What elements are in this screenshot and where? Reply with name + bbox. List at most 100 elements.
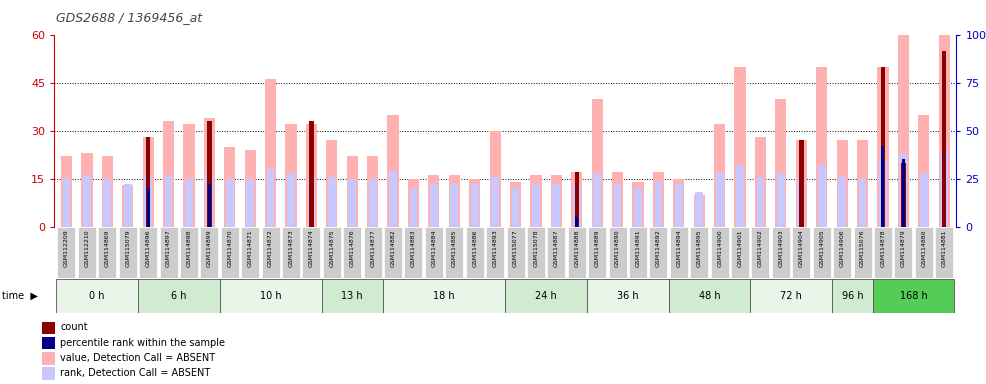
Bar bbox=[428, 175, 440, 227]
Bar bbox=[56, 279, 138, 313]
Bar bbox=[653, 172, 664, 227]
Bar bbox=[918, 114, 930, 227]
Text: GSM114888: GSM114888 bbox=[574, 229, 579, 266]
Bar bbox=[409, 188, 417, 227]
Bar bbox=[568, 227, 586, 278]
Bar bbox=[180, 227, 198, 278]
Text: 18 h: 18 h bbox=[433, 291, 455, 301]
Text: GSM114882: GSM114882 bbox=[390, 229, 395, 267]
Bar bbox=[310, 121, 314, 227]
Bar bbox=[267, 169, 274, 227]
Bar bbox=[881, 146, 884, 227]
Text: GDS2688 / 1369456_at: GDS2688 / 1369456_at bbox=[56, 12, 202, 25]
Bar bbox=[751, 227, 769, 278]
Bar bbox=[57, 227, 76, 278]
Bar bbox=[61, 156, 72, 227]
Text: 36 h: 36 h bbox=[617, 291, 639, 301]
Bar bbox=[857, 140, 868, 227]
Text: GSM114897: GSM114897 bbox=[166, 229, 171, 267]
Text: GSM114877: GSM114877 bbox=[370, 229, 375, 267]
Bar bbox=[655, 182, 663, 227]
Bar bbox=[183, 124, 194, 227]
Text: GSM112210: GSM112210 bbox=[85, 229, 90, 267]
Bar bbox=[714, 124, 726, 227]
Text: count: count bbox=[60, 322, 88, 332]
Text: GSM114871: GSM114871 bbox=[247, 229, 252, 267]
Text: GSM115076: GSM115076 bbox=[860, 229, 865, 266]
Bar bbox=[322, 227, 341, 278]
Bar bbox=[899, 154, 907, 227]
Bar bbox=[99, 227, 116, 278]
Bar bbox=[160, 227, 177, 278]
Bar bbox=[221, 227, 239, 278]
Text: GSM114906: GSM114906 bbox=[840, 229, 845, 267]
Bar bbox=[81, 153, 93, 227]
Text: 72 h: 72 h bbox=[780, 291, 802, 301]
Text: GSM114903: GSM114903 bbox=[778, 229, 784, 267]
Bar bbox=[205, 173, 213, 227]
Bar bbox=[104, 179, 111, 227]
Bar bbox=[102, 156, 113, 227]
Text: GSM114870: GSM114870 bbox=[227, 229, 233, 267]
Bar bbox=[408, 179, 419, 227]
Bar bbox=[816, 66, 827, 227]
Bar bbox=[571, 172, 583, 227]
Bar bbox=[42, 322, 55, 334]
Text: 0 h: 0 h bbox=[90, 291, 105, 301]
Bar bbox=[471, 184, 478, 227]
Text: GSM112209: GSM112209 bbox=[64, 229, 69, 267]
Bar bbox=[838, 177, 846, 227]
Text: GSM114887: GSM114887 bbox=[554, 229, 559, 267]
Bar bbox=[836, 140, 848, 227]
Bar bbox=[552, 184, 560, 227]
Bar bbox=[731, 227, 749, 278]
Bar bbox=[430, 184, 438, 227]
Bar bbox=[799, 140, 804, 227]
Text: GSM115079: GSM115079 bbox=[125, 229, 130, 267]
Bar bbox=[62, 179, 70, 227]
Bar bbox=[629, 227, 647, 278]
Bar bbox=[716, 173, 724, 227]
Text: 48 h: 48 h bbox=[699, 291, 720, 301]
Bar bbox=[575, 172, 579, 227]
Bar bbox=[507, 227, 525, 278]
Text: GSM114878: GSM114878 bbox=[880, 229, 885, 267]
Bar bbox=[920, 173, 928, 227]
Text: time  ▶: time ▶ bbox=[2, 291, 37, 301]
Bar bbox=[144, 175, 152, 227]
Bar bbox=[756, 177, 764, 227]
Bar bbox=[446, 227, 463, 278]
Bar bbox=[589, 227, 606, 278]
Bar bbox=[812, 227, 830, 278]
Bar bbox=[139, 227, 157, 278]
Text: GSM114896: GSM114896 bbox=[146, 229, 151, 267]
Bar bbox=[282, 227, 300, 278]
Bar bbox=[208, 184, 211, 227]
Bar bbox=[594, 173, 601, 227]
Bar bbox=[261, 227, 280, 278]
Bar bbox=[690, 227, 708, 278]
Bar bbox=[832, 279, 873, 313]
Bar bbox=[941, 150, 949, 227]
Text: GSM114875: GSM114875 bbox=[329, 229, 334, 267]
Bar bbox=[265, 79, 276, 227]
Bar bbox=[897, 35, 909, 227]
Text: GSM114905: GSM114905 bbox=[819, 229, 824, 267]
Bar bbox=[242, 227, 259, 278]
Bar bbox=[245, 150, 255, 227]
Bar bbox=[737, 165, 743, 227]
Bar bbox=[673, 179, 684, 227]
Text: GSM114876: GSM114876 bbox=[350, 229, 355, 267]
Text: 6 h: 6 h bbox=[171, 291, 186, 301]
Text: 10 h: 10 h bbox=[259, 291, 281, 301]
Bar bbox=[303, 227, 320, 278]
Bar bbox=[935, 227, 953, 278]
Bar bbox=[226, 179, 234, 227]
Bar bbox=[650, 227, 668, 278]
Bar bbox=[532, 184, 539, 227]
Text: GSM114891: GSM114891 bbox=[636, 229, 641, 267]
Bar bbox=[404, 227, 422, 278]
Text: GSM114892: GSM114892 bbox=[656, 229, 661, 267]
Bar bbox=[530, 175, 541, 227]
Bar bbox=[817, 165, 825, 227]
